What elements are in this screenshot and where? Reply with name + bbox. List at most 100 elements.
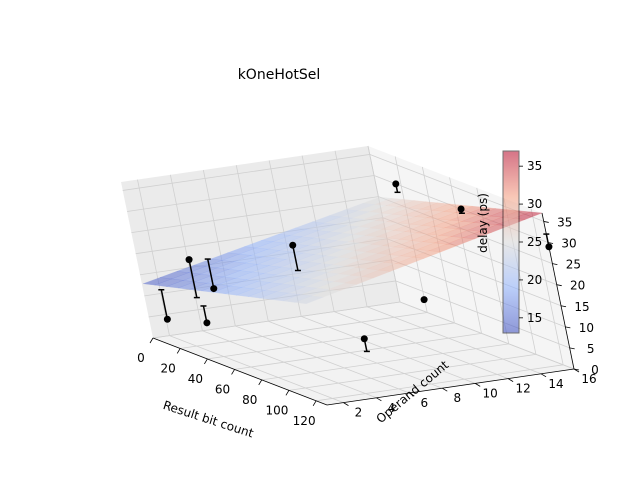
x-tick-label: 100	[265, 403, 288, 417]
gridline-z-left	[152, 301, 401, 339]
x-tick	[312, 400, 317, 407]
point-marker	[289, 241, 297, 249]
gridline-z-left	[131, 196, 379, 233]
z-tick	[569, 347, 575, 350]
gridline-y-left	[170, 174, 203, 331]
point-marker	[163, 315, 171, 323]
error-bar	[160, 289, 169, 320]
x-tick-label: 0	[137, 351, 145, 365]
delay-surface	[143, 196, 543, 304]
colorbar-tick-label: 25	[527, 235, 542, 249]
gridline-y-floor	[301, 316, 476, 384]
y-tick	[409, 392, 415, 397]
gridline-z-back	[399, 301, 575, 370]
z-axis-line	[541, 212, 575, 370]
gridline-x-floor	[316, 364, 564, 402]
data-point-3	[200, 305, 211, 327]
gridline-y-left	[137, 179, 170, 336]
gridline-x-floor	[180, 312, 428, 349]
x-axis-line	[152, 337, 328, 406]
x-axis: 0 20 40 60 80 100 120	[137, 337, 328, 428]
z-tick	[547, 242, 554, 244]
gridline-x-back	[449, 177, 482, 334]
data-points	[158, 180, 553, 353]
colorbar-tick-label: 20	[527, 273, 542, 287]
y-tick	[540, 373, 547, 378]
gridline-y-floor	[268, 320, 443, 389]
error-bar	[188, 259, 198, 298]
z-tick	[556, 284, 562, 287]
y-tick	[507, 378, 514, 382]
z-tick	[573, 368, 580, 371]
y-tick-label: 12	[515, 382, 530, 396]
surface-patch	[143, 277, 172, 286]
point-marker	[185, 256, 193, 264]
z-tick-label: 15	[574, 300, 589, 314]
gridline-y-floor	[235, 325, 410, 394]
error-bar	[206, 258, 215, 289]
floor-pane	[153, 302, 574, 405]
z-tick	[543, 221, 549, 223]
y-axis-line	[326, 368, 575, 406]
y-tick-label: 4	[388, 401, 396, 415]
gridline-y-floor	[202, 330, 377, 399]
gridline-z-left	[122, 154, 370, 191]
x-tick	[176, 348, 181, 354]
y-tick-label: 14	[548, 377, 563, 391]
point-marker	[203, 319, 211, 327]
x-tick	[258, 379, 263, 386]
y-tick-label: 6	[421, 396, 429, 410]
x-tick	[204, 358, 208, 365]
error-bar	[292, 245, 299, 271]
z-tick-label: 25	[566, 258, 581, 272]
colorbar-tick-label: 35	[527, 159, 542, 173]
y-tick	[474, 383, 481, 387]
y-axis: 2 4 6 8 10 12 14 16	[326, 368, 597, 420]
point-marker	[457, 205, 465, 213]
gridline-y-floor	[169, 335, 344, 403]
data-point-9	[360, 335, 370, 353]
colorbar: 15 20 25 30 35	[502, 150, 542, 334]
z-tick	[565, 326, 571, 329]
y-tick-label: 10	[483, 386, 498, 400]
point-marker	[210, 285, 218, 293]
gridline-x-floor	[288, 353, 536, 391]
x-tick-label: 120	[293, 414, 316, 428]
data-point-7	[457, 205, 465, 214]
gridline-z-back	[391, 259, 566, 328]
data-point-1	[158, 288, 171, 323]
z-tick-label: 0	[591, 363, 599, 377]
x-tick-label: 20	[161, 361, 176, 375]
y-tick	[343, 402, 349, 406]
gridline-x-floor	[261, 343, 509, 381]
data-point-6	[392, 180, 401, 194]
gridline-y-floor	[333, 311, 509, 379]
data-point-2	[185, 256, 200, 299]
y-tick	[442, 387, 448, 392]
z-tick-label: 30	[561, 237, 576, 251]
gridline-z-back	[395, 280, 570, 349]
x-tick-label: 60	[215, 382, 230, 396]
gridline-z-left	[126, 175, 375, 212]
x-tick	[285, 390, 290, 396]
gridline-y-left	[202, 169, 236, 327]
y-tick	[376, 397, 382, 402]
z-tick-label: 20	[570, 279, 585, 293]
z-axis: 0 5 10 15 20 25 30 35	[541, 212, 599, 377]
gridline-x-floor	[207, 322, 455, 360]
colorbar-tick-label: 15	[527, 311, 542, 325]
z-tick-label: 10	[579, 321, 594, 335]
x-tick	[149, 337, 154, 344]
y-tick-label: 16	[581, 372, 596, 386]
colorbar-tick-label: 30	[527, 197, 542, 211]
z-tick-label: 5	[587, 342, 595, 356]
z-tick-label: 35	[557, 215, 572, 229]
point-marker	[360, 335, 368, 343]
colorbar-gradient	[502, 150, 520, 334]
gridline-x-floor	[234, 333, 482, 370]
point-marker	[420, 296, 428, 304]
data-point-4	[204, 258, 218, 293]
data-point-5	[289, 241, 301, 272]
gridline-y-floor	[366, 306, 542, 375]
